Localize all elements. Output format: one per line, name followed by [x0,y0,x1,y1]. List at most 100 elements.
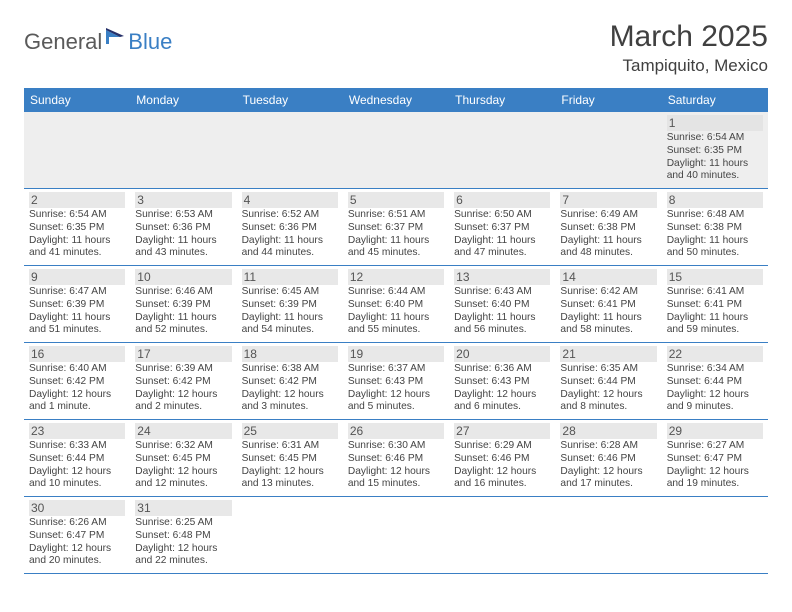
sunrise-text: Sunrise: 6:31 AM [242,440,338,453]
day-info: Sunrise: 6:39 AMSunset: 6:42 PMDaylight:… [135,363,231,414]
day-info: Sunrise: 6:51 AMSunset: 6:37 PMDaylight:… [348,209,444,260]
daylight-text-2: and 51 minutes. [29,324,125,337]
day-info: Sunrise: 6:34 AMSunset: 6:44 PMDaylight:… [667,363,763,414]
daylight-text-2: and 20 minutes. [29,555,125,568]
calendar-day-cell: 15Sunrise: 6:41 AMSunset: 6:41 PMDayligh… [662,266,768,342]
daylight-text: Daylight: 12 hours [348,389,444,402]
sunrise-text: Sunrise: 6:43 AM [454,286,550,299]
sunset-text: Sunset: 6:35 PM [667,145,763,158]
day-info: Sunrise: 6:31 AMSunset: 6:45 PMDaylight:… [242,440,338,491]
sunset-text: Sunset: 6:48 PM [135,530,231,543]
daylight-text-2: and 56 minutes. [454,324,550,337]
daylight-text-2: and 3 minutes. [242,401,338,414]
sunrise-text: Sunrise: 6:48 AM [667,209,763,222]
day-info: Sunrise: 6:47 AMSunset: 6:39 PMDaylight:… [29,286,125,337]
day-number: 9 [29,269,125,285]
day-info: Sunrise: 6:25 AMSunset: 6:48 PMDaylight:… [135,517,231,568]
daylight-text: Daylight: 11 hours [667,312,763,325]
day-number: 31 [135,500,231,516]
weekday-header: Wednesday [343,88,449,112]
daylight-text-2: and 16 minutes. [454,478,550,491]
day-number: 15 [667,269,763,285]
weekday-header: Sunday [24,88,130,112]
weekday-header-row: Sunday Monday Tuesday Wednesday Thursday… [24,88,768,112]
day-number: 30 [29,500,125,516]
sunrise-text: Sunrise: 6:42 AM [560,286,656,299]
daylight-text: Daylight: 11 hours [29,312,125,325]
calendar-day-cell: 22Sunrise: 6:34 AMSunset: 6:44 PMDayligh… [662,343,768,419]
sunrise-text: Sunrise: 6:54 AM [667,132,763,145]
daylight-text: Daylight: 11 hours [135,235,231,248]
sunrise-text: Sunrise: 6:54 AM [29,209,125,222]
calendar-empty-cell [237,497,343,573]
day-number: 23 [29,423,125,439]
daylight-text-2: and 55 minutes. [348,324,444,337]
sunrise-text: Sunrise: 6:52 AM [242,209,338,222]
sunset-text: Sunset: 6:47 PM [29,530,125,543]
sunset-text: Sunset: 6:38 PM [667,222,763,235]
day-info: Sunrise: 6:54 AMSunset: 6:35 PMDaylight:… [667,132,763,183]
logo: General Blue [24,28,172,55]
sunset-text: Sunset: 6:41 PM [667,299,763,312]
sunrise-text: Sunrise: 6:29 AM [454,440,550,453]
calendar-day-cell: 6Sunrise: 6:50 AMSunset: 6:37 PMDaylight… [449,189,555,265]
day-number: 11 [242,269,338,285]
sunset-text: Sunset: 6:40 PM [454,299,550,312]
calendar-day-cell: 18Sunrise: 6:38 AMSunset: 6:42 PMDayligh… [237,343,343,419]
day-info: Sunrise: 6:44 AMSunset: 6:40 PMDaylight:… [348,286,444,337]
calendar-week-row: 23Sunrise: 6:33 AMSunset: 6:44 PMDayligh… [24,420,768,497]
calendar-day-cell: 4Sunrise: 6:52 AMSunset: 6:36 PMDaylight… [237,189,343,265]
day-info: Sunrise: 6:32 AMSunset: 6:45 PMDaylight:… [135,440,231,491]
calendar-day-cell: 7Sunrise: 6:49 AMSunset: 6:38 PMDaylight… [555,189,661,265]
sunset-text: Sunset: 6:39 PM [135,299,231,312]
weekday-header: Monday [130,88,236,112]
sunset-text: Sunset: 6:43 PM [348,376,444,389]
daylight-text: Daylight: 11 hours [135,312,231,325]
calendar-day-cell: 19Sunrise: 6:37 AMSunset: 6:43 PMDayligh… [343,343,449,419]
calendar-day-cell: 1Sunrise: 6:54 AMSunset: 6:35 PMDaylight… [662,112,768,188]
sunset-text: Sunset: 6:37 PM [348,222,444,235]
daylight-text-2: and 48 minutes. [560,247,656,260]
sunset-text: Sunset: 6:44 PM [667,376,763,389]
sunrise-text: Sunrise: 6:39 AM [135,363,231,376]
daylight-text: Daylight: 11 hours [667,235,763,248]
calendar-day-cell: 9Sunrise: 6:47 AMSunset: 6:39 PMDaylight… [24,266,130,342]
day-info: Sunrise: 6:41 AMSunset: 6:41 PMDaylight:… [667,286,763,337]
day-number: 25 [242,423,338,439]
daylight-text-2: and 54 minutes. [242,324,338,337]
calendar-day-cell: 31Sunrise: 6:25 AMSunset: 6:48 PMDayligh… [130,497,236,573]
calendar-empty-cell [449,112,555,188]
day-info: Sunrise: 6:50 AMSunset: 6:37 PMDaylight:… [454,209,550,260]
sunrise-text: Sunrise: 6:40 AM [29,363,125,376]
daylight-text: Daylight: 11 hours [560,312,656,325]
daylight-text-2: and 13 minutes. [242,478,338,491]
calendar-day-cell: 14Sunrise: 6:42 AMSunset: 6:41 PMDayligh… [555,266,661,342]
daylight-text: Daylight: 11 hours [454,235,550,248]
daylight-text-2: and 52 minutes. [135,324,231,337]
sunrise-text: Sunrise: 6:53 AM [135,209,231,222]
day-number: 10 [135,269,231,285]
month-title: March 2025 [610,20,768,54]
calendar-day-cell: 20Sunrise: 6:36 AMSunset: 6:43 PMDayligh… [449,343,555,419]
day-number: 26 [348,423,444,439]
sunset-text: Sunset: 6:37 PM [454,222,550,235]
logo-flag-icon [106,28,126,49]
daylight-text-2: and 8 minutes. [560,401,656,414]
day-number: 28 [560,423,656,439]
day-number: 27 [454,423,550,439]
day-number: 13 [454,269,550,285]
sunrise-text: Sunrise: 6:30 AM [348,440,444,453]
day-info: Sunrise: 6:49 AMSunset: 6:38 PMDaylight:… [560,209,656,260]
calendar-week-row: 1Sunrise: 6:54 AMSunset: 6:35 PMDaylight… [24,112,768,189]
calendar-day-cell: 24Sunrise: 6:32 AMSunset: 6:45 PMDayligh… [130,420,236,496]
daylight-text: Daylight: 12 hours [454,389,550,402]
sunset-text: Sunset: 6:44 PM [560,376,656,389]
weekday-header: Thursday [449,88,555,112]
sunset-text: Sunset: 6:46 PM [560,453,656,466]
location-label: Tampiquito, Mexico [610,56,768,76]
daylight-text: Daylight: 11 hours [29,235,125,248]
calendar-day-cell: 30Sunrise: 6:26 AMSunset: 6:47 PMDayligh… [24,497,130,573]
calendar-day-cell: 12Sunrise: 6:44 AMSunset: 6:40 PMDayligh… [343,266,449,342]
sunset-text: Sunset: 6:36 PM [135,222,231,235]
day-info: Sunrise: 6:38 AMSunset: 6:42 PMDaylight:… [242,363,338,414]
